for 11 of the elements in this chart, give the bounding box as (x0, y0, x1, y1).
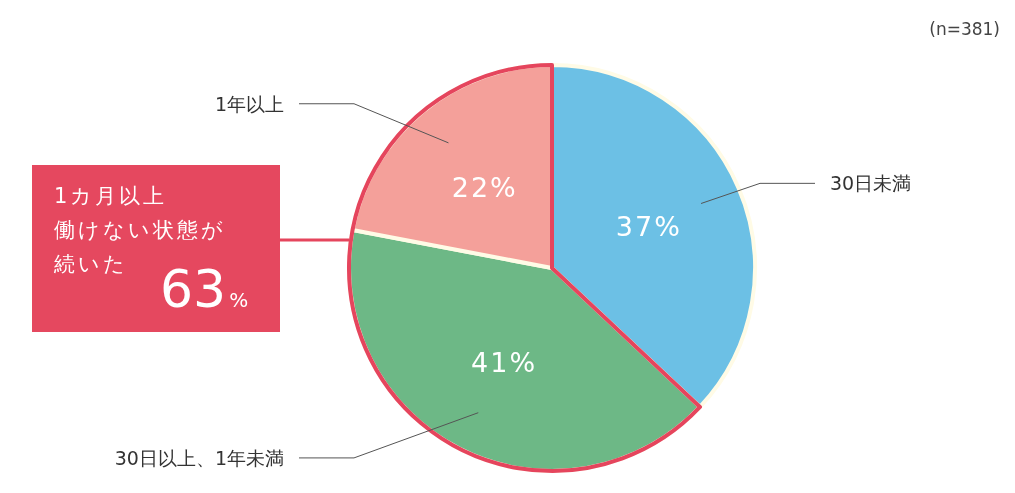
slice-label: 1年以上 (214, 92, 284, 115)
text: 1カ月以上 (54, 184, 168, 208)
text: 63% (160, 259, 249, 319)
data-label: 22% (451, 171, 518, 203)
text: 働けない状態が (54, 218, 226, 242)
data-label: 37% (615, 211, 682, 243)
slice-label: 30日以上、1年未満 (114, 446, 284, 469)
text: 続いた (53, 252, 128, 276)
text: (n=381) (929, 19, 1000, 39)
slice-label: 30日未満 (830, 172, 912, 195)
data-label: 41% (471, 347, 538, 379)
